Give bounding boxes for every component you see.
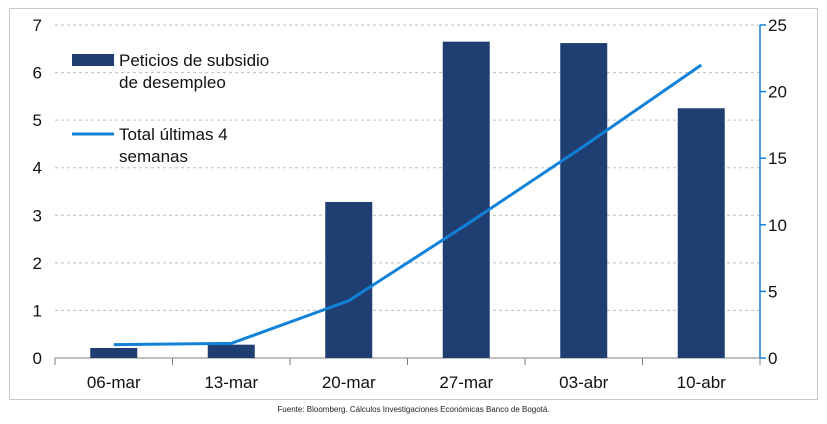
legend-label-bar: de desempleo bbox=[119, 73, 226, 92]
x-tick-label: 03-abr bbox=[559, 373, 608, 392]
y-right-tick-label: 0 bbox=[768, 349, 777, 368]
y-right-tick-label: 15 bbox=[768, 149, 787, 168]
x-tick-label: 06-mar bbox=[87, 373, 141, 392]
y-left-tick-label: 3 bbox=[33, 206, 42, 225]
bar-03-abr bbox=[560, 43, 608, 358]
y-left-tick-label: 6 bbox=[33, 64, 42, 83]
bar-10-abr bbox=[677, 108, 725, 358]
y-left-tick-label: 5 bbox=[33, 111, 42, 130]
bar-06-mar bbox=[90, 348, 138, 358]
x-tick-label: 13-mar bbox=[204, 373, 258, 392]
x-tick-label: 10-abr bbox=[677, 373, 726, 392]
x-tick-label: 20-mar bbox=[322, 373, 376, 392]
legend-label-line: Total últimas 4 bbox=[119, 125, 228, 144]
bar-20-mar bbox=[325, 201, 373, 358]
chart-border bbox=[9, 8, 818, 400]
bar-13-mar bbox=[207, 344, 255, 358]
x-tick-label: 27-mar bbox=[439, 373, 493, 392]
bar-27-mar bbox=[442, 41, 490, 359]
y-left-tick-label: 2 bbox=[33, 254, 42, 273]
legend-label-line: semanas bbox=[119, 147, 188, 166]
y-left-tick-label: 0 bbox=[33, 349, 42, 368]
y-left-tick-label: 4 bbox=[33, 159, 42, 178]
legend-bar-swatch bbox=[72, 54, 114, 66]
y-right-tick-label: 25 bbox=[768, 16, 787, 35]
source-note: Fuente: Bloomberg. Cálculos Investigacio… bbox=[277, 405, 550, 414]
y-right-tick-label: 5 bbox=[768, 282, 777, 301]
y-left-tick-label: 1 bbox=[33, 301, 42, 320]
y-right-tick-label: 10 bbox=[768, 216, 787, 235]
line-total-4-semanas bbox=[113, 63, 703, 347]
legend-label-bar: Peticios de subsidio bbox=[119, 51, 269, 70]
y-right-tick-label: 20 bbox=[768, 83, 787, 102]
y-left-tick-label: 7 bbox=[33, 16, 42, 35]
